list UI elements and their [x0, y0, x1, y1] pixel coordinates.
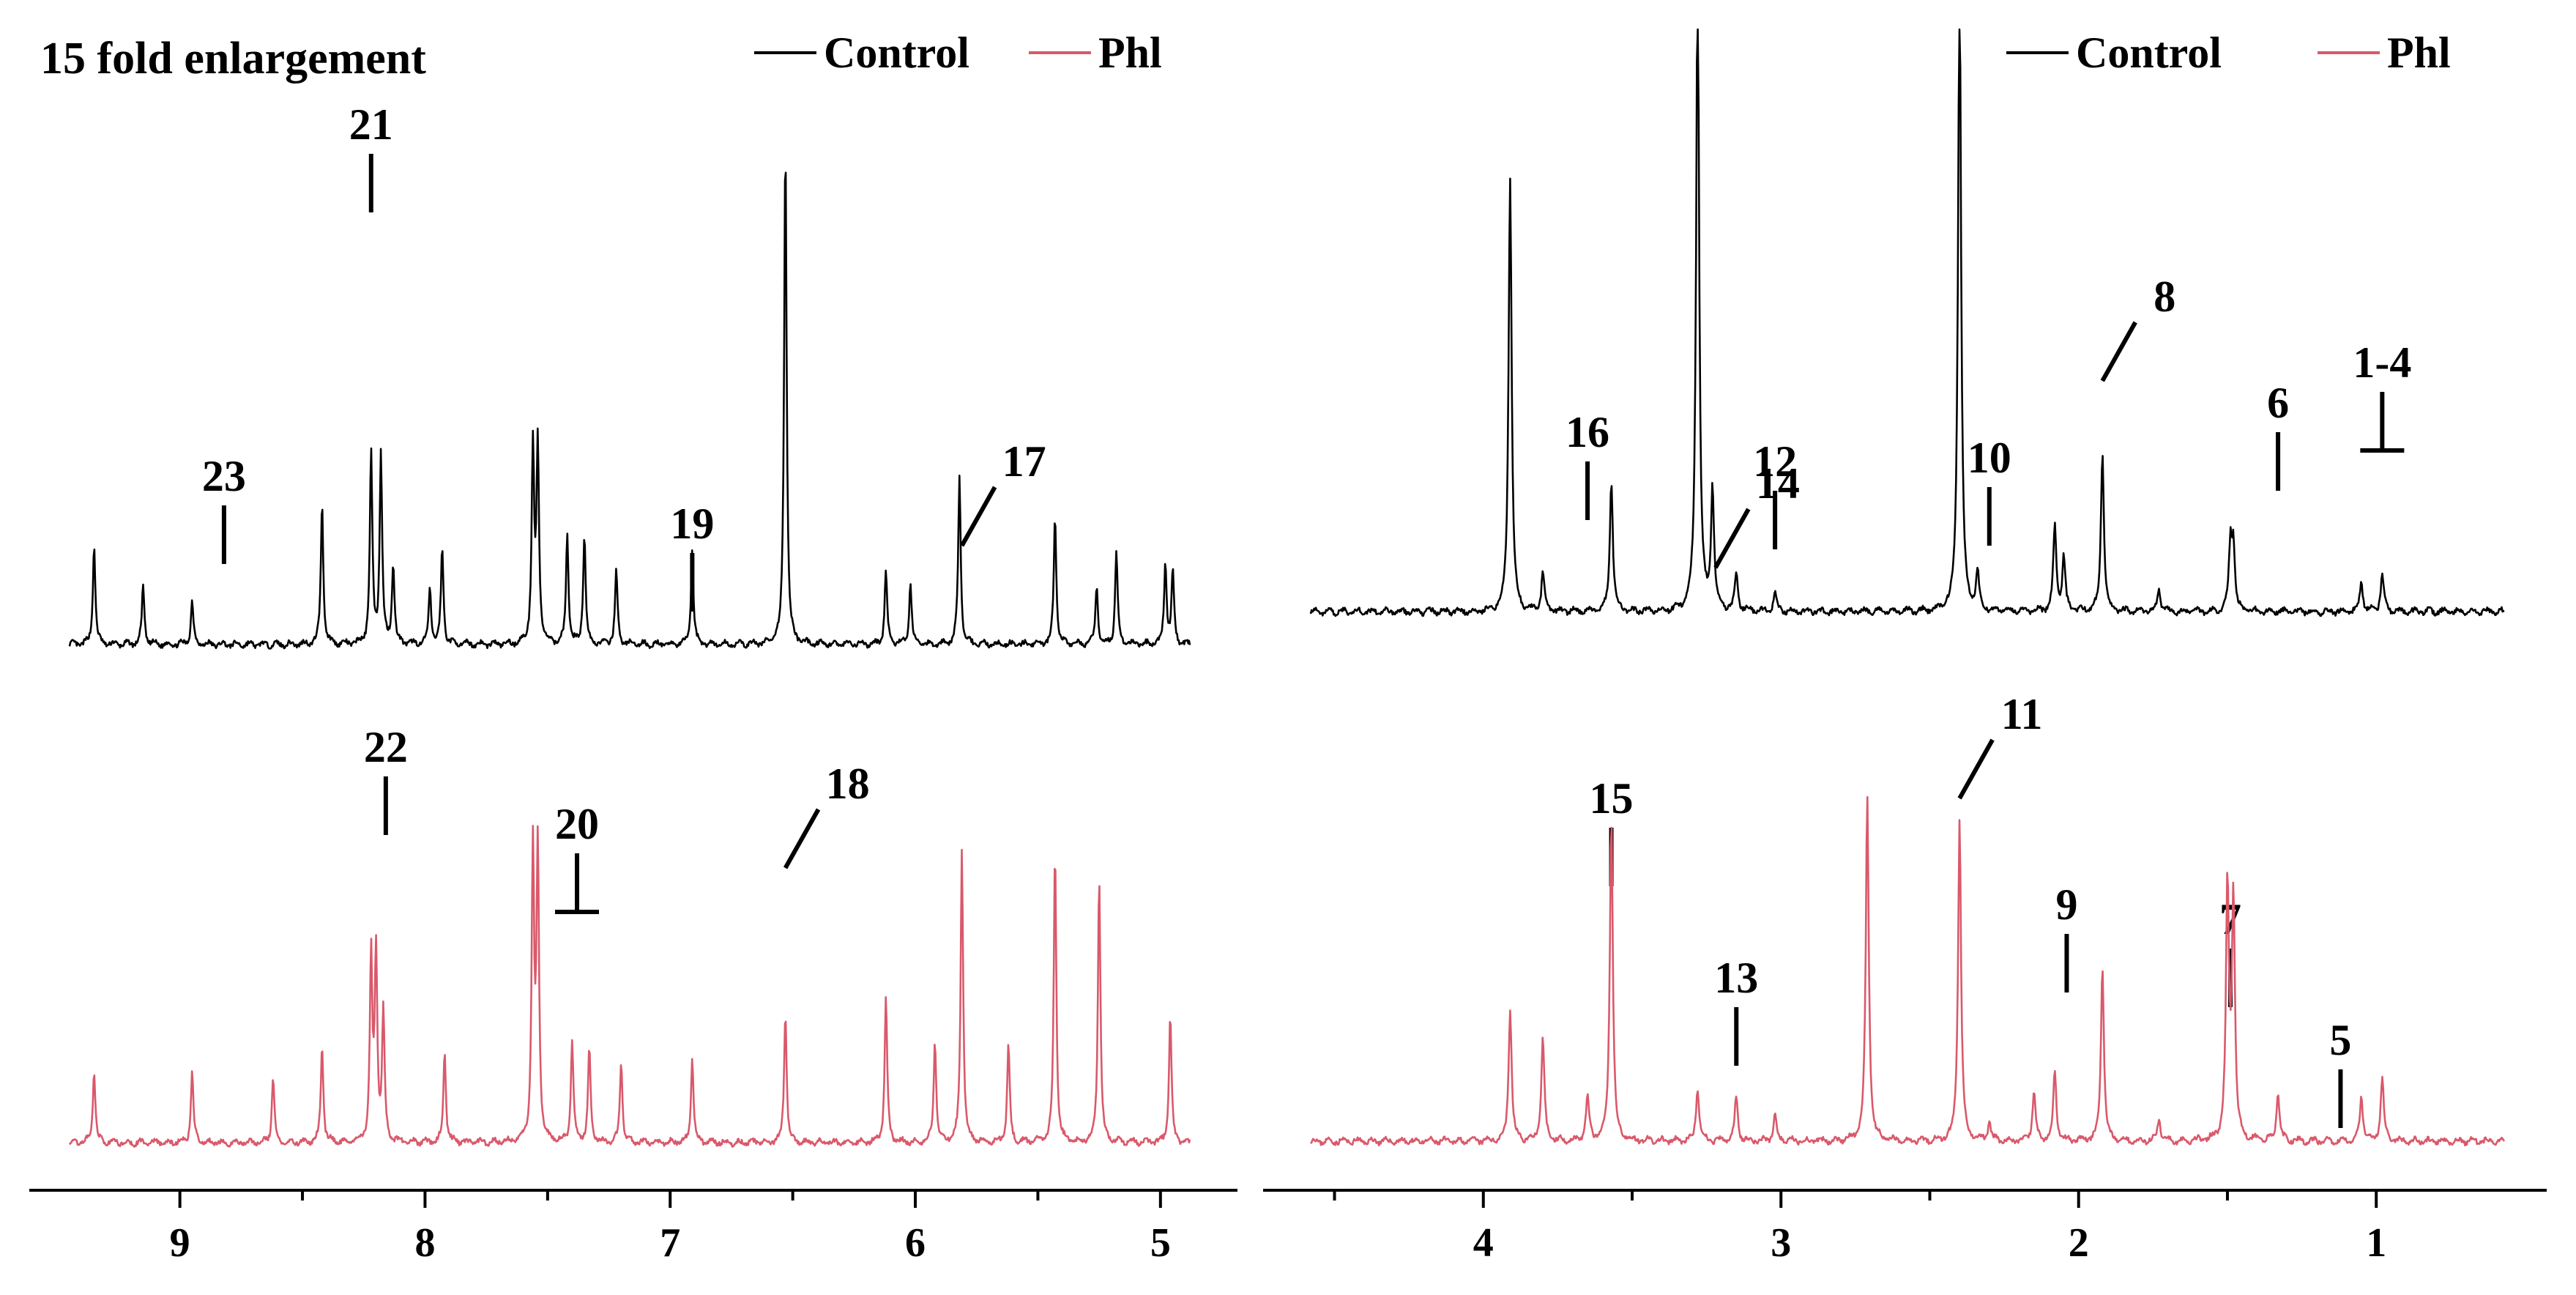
- peak-label-text: 16: [1566, 408, 1609, 456]
- peak-label-12: 12: [1753, 437, 1797, 549]
- peak-label-10: 10: [1968, 434, 2011, 546]
- peak-label-1-4: 1-4: [2353, 338, 2411, 453]
- series-phl-line: [1310, 795, 2506, 1147]
- peak-label-18: 18: [783, 760, 870, 869]
- series-control-line: [1309, 28, 2505, 617]
- peak-label-11: 11: [1957, 690, 2043, 800]
- peak-label-16: 16: [1566, 408, 1609, 520]
- peak-label-20: 20: [555, 800, 600, 914]
- peak-label-leader: [783, 808, 821, 869]
- peak-label-8: 8: [2100, 272, 2175, 382]
- x-tick-label: 3: [1771, 1220, 1791, 1266]
- peak-label-14: 14: [1713, 459, 1800, 569]
- peak-label-21: 21: [349, 100, 393, 212]
- left-panel: 15 fold enlargement Control Phl 9 8 7 6 5 22 2…: [29, 29, 1237, 1266]
- legend-phl-label: Phl: [2387, 29, 2451, 77]
- peak-label-19: 19: [670, 500, 714, 612]
- legend: Control Phl: [754, 29, 1162, 77]
- x-tick-label: 6: [905, 1220, 926, 1266]
- peak-label-23: 23: [202, 452, 246, 564]
- peak-label-5: 5: [2329, 1016, 2351, 1128]
- peak-label-leader: [1713, 508, 1751, 569]
- x-tick-label: 8: [414, 1220, 435, 1266]
- peak-label-text: 8: [2154, 272, 2175, 321]
- peak-label-leader: [1957, 738, 1995, 800]
- x-tick-label: 7: [660, 1220, 680, 1266]
- series-control-line: [68, 171, 1191, 650]
- peak-label-text: 9: [2055, 880, 2077, 929]
- x-tick-label: 4: [1473, 1220, 1494, 1266]
- legend-control-label: Control: [2076, 29, 2222, 77]
- x-tick-label: 2: [2069, 1220, 2089, 1266]
- peak-label-text: 5: [2329, 1016, 2351, 1064]
- legend-phl-label: Phl: [1098, 29, 1162, 77]
- peak-label-9: 9: [2055, 880, 2077, 992]
- peak-label-leader: [2100, 321, 2137, 382]
- peak-label-text: 22: [364, 723, 408, 771]
- peak-label-text: 14: [1756, 459, 1800, 508]
- legend: Control Phl: [2006, 29, 2451, 77]
- peak-label-13: 13: [1714, 954, 1758, 1066]
- legend-control-label: Control: [824, 29, 969, 77]
- x-tick-label: 1: [2366, 1220, 2386, 1266]
- peak-label-7: 7: [2219, 895, 2241, 1007]
- x-tick-label: 5: [1150, 1220, 1171, 1266]
- peak-label-text: 10: [1968, 434, 2011, 482]
- peak-label-text: 12: [1753, 437, 1797, 486]
- peak-label-text: 17: [1002, 437, 1046, 486]
- peak-label-17: 17: [960, 437, 1046, 547]
- peak-label-text: 23: [202, 452, 246, 500]
- series-phl-line: [68, 825, 1191, 1148]
- peak-label-text: 11: [2001, 690, 2043, 738]
- peak-label-text: 1-4: [2353, 338, 2411, 387]
- enlargement-note: 15 fold enlargement: [40, 34, 426, 84]
- peak-label-leader: [960, 486, 997, 547]
- peak-label-text: 21: [349, 100, 393, 149]
- peak-label-text: 7: [2219, 895, 2241, 943]
- peak-label-text: 20: [555, 800, 599, 848]
- x-tick-label: 9: [170, 1220, 190, 1266]
- peak-label-text: 19: [670, 500, 714, 548]
- peak-label-22: 22: [364, 723, 408, 835]
- peak-label-text: 13: [1714, 954, 1758, 1002]
- peak-label-6: 6: [2267, 379, 2289, 491]
- peak-label-text: 18: [826, 760, 870, 808]
- peak-label-text: 6: [2267, 379, 2289, 427]
- peak-label-text: 15: [1590, 774, 1634, 823]
